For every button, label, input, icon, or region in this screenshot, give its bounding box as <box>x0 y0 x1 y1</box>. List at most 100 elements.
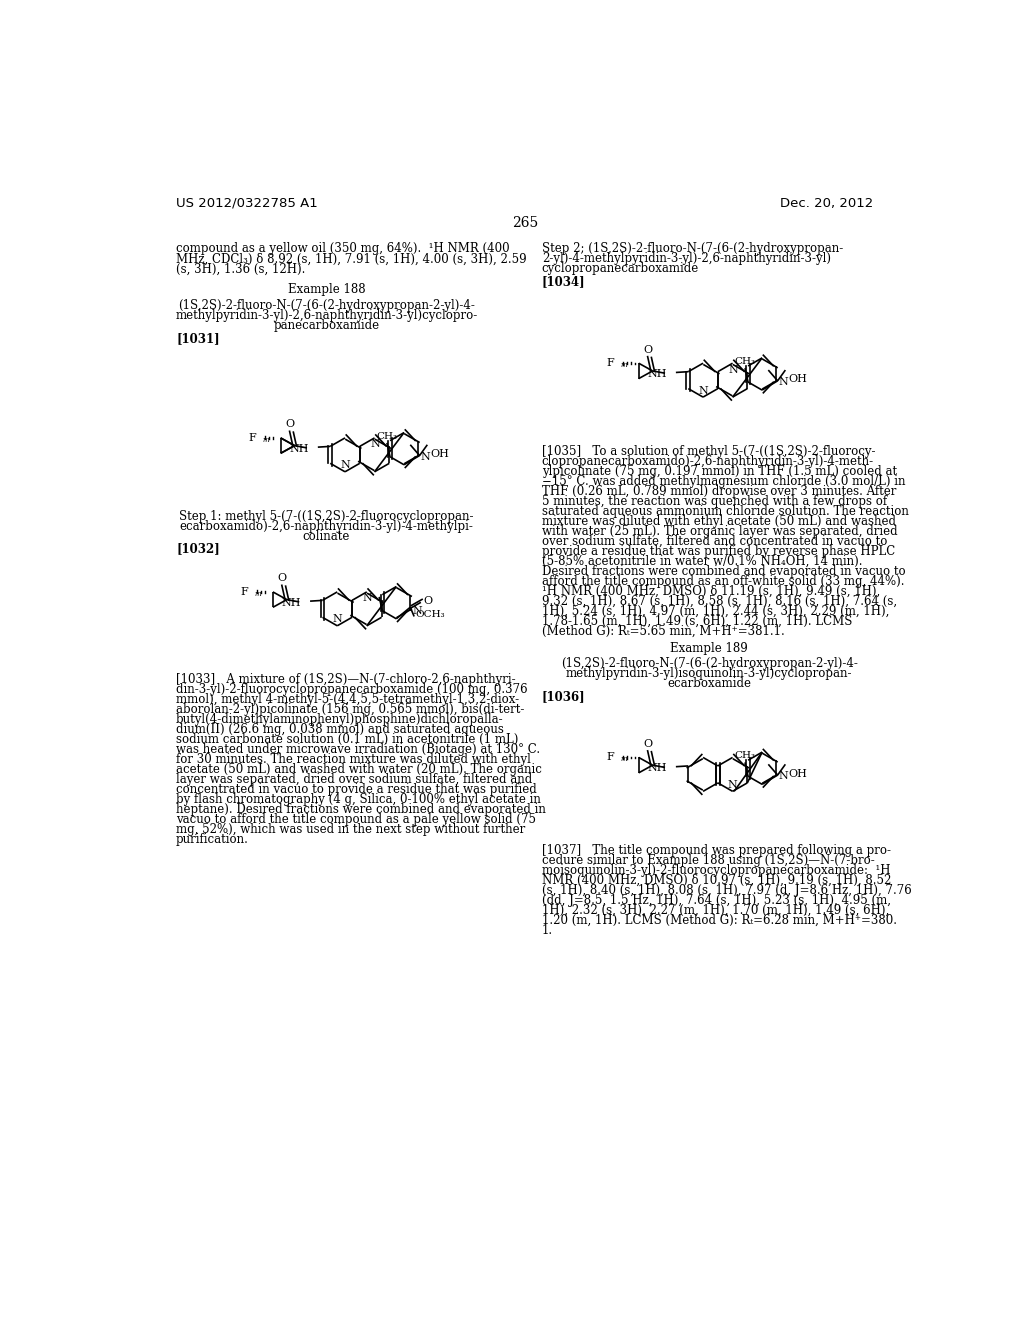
Text: Example 188: Example 188 <box>288 284 366 296</box>
Text: O: O <box>643 345 652 355</box>
Text: cedure similar to Example 188 using (1S,2S)—N-(7-bro-: cedure similar to Example 188 using (1S,… <box>542 854 874 867</box>
Text: OH: OH <box>430 449 450 459</box>
Text: [1033]   A mixture of (1S,2S)—N-(7-chloro-2,6-naphthyri-: [1033] A mixture of (1S,2S)—N-(7-chloro-… <box>176 673 516 686</box>
Text: 1H), 2.32 (s, 3H), 2.27 (m, 1H), 1.70 (m, 1H), 1.49 (s, 6H),: 1H), 2.32 (s, 3H), 2.27 (m, 1H), 1.70 (m… <box>542 904 889 917</box>
Text: concentrated in vacuo to provide a residue that was purified: concentrated in vacuo to provide a resid… <box>176 783 537 796</box>
Text: sodium carbonate solution (0.1 mL) in acetonitrile (1 mL): sodium carbonate solution (0.1 mL) in ac… <box>176 733 518 746</box>
Text: O: O <box>643 739 652 748</box>
Text: saturated aqueous ammonium chloride solution. The reaction: saturated aqueous ammonium chloride solu… <box>542 506 908 517</box>
Text: Step 2; (1S,2S)-2-fluoro-N-(7-(6-(2-hydroxypropan-: Step 2; (1S,2S)-2-fluoro-N-(7-(6-(2-hydr… <box>542 242 843 255</box>
Text: (1S,2S)-2-fluoro-N-(7-(6-(2-hydroxypropan-2-yl)-4-: (1S,2S)-2-fluoro-N-(7-(6-(2-hydroxypropa… <box>178 300 475 313</box>
Text: panecarboxamide: panecarboxamide <box>273 319 380 333</box>
Text: O: O <box>278 573 287 583</box>
Text: ¹H NMR (400 MHz, DMSO) δ 11.19 (s, 1H), 9.49 (s, 1H),: ¹H NMR (400 MHz, DMSO) δ 11.19 (s, 1H), … <box>542 585 880 598</box>
Text: mg, 52%), which was used in the next step without further: mg, 52%), which was used in the next ste… <box>176 822 525 836</box>
Text: ecarboxamide: ecarboxamide <box>668 677 752 690</box>
Text: THF (0.26 mL, 0.789 mmol) dropwise over 3 minutes. After: THF (0.26 mL, 0.789 mmol) dropwise over … <box>542 484 896 498</box>
Text: N: N <box>340 461 350 470</box>
Text: vacuo to afford the title compound as a pale yellow solid (75: vacuo to afford the title compound as a … <box>176 813 536 826</box>
Text: N: N <box>698 385 708 396</box>
Text: 1.20 (m, 1H). LCMS (Method G): Rₜ=6.28 min, M+H⁺=380.: 1.20 (m, 1H). LCMS (Method G): Rₜ=6.28 m… <box>542 913 897 927</box>
Text: for 30 minutes. The reaction mixture was diluted with ethyl: for 30 minutes. The reaction mixture was… <box>176 752 530 766</box>
Text: F: F <box>606 358 613 368</box>
Text: CH₃: CH₃ <box>734 356 756 366</box>
Text: N: N <box>421 451 430 462</box>
Text: OH: OH <box>788 375 807 384</box>
Text: 1.: 1. <box>542 924 553 937</box>
Text: afford the title compound as an off-white solid (33 mg, 44%).: afford the title compound as an off-whit… <box>542 576 904 587</box>
Text: 9.32 (s, 1H), 8.67 (s, 1H), 8.58 (s, 1H), 8.16 (s, 1H), 7.64 (s,: 9.32 (s, 1H), 8.67 (s, 1H), 8.58 (s, 1H)… <box>542 595 897 609</box>
Text: aborolan-2-yl)picolinate (156 mg, 0.565 mmol), bis(di-tert-: aborolan-2-yl)picolinate (156 mg, 0.565 … <box>176 702 524 715</box>
Text: butyl(4-dimethylaminophenyl)phosphine)dichloropalla-: butyl(4-dimethylaminophenyl)phosphine)di… <box>176 713 504 726</box>
Text: mmol), methyl 4-methyl-5-(4,4,5,5-tetramethyl-1,3,2-diox-: mmol), methyl 4-methyl-5-(4,4,5,5-tetram… <box>176 693 519 706</box>
Text: dium(II) (26.6 mg, 0.038 mmol) and saturated aqueous: dium(II) (26.6 mg, 0.038 mmol) and satur… <box>176 723 504 735</box>
Text: (Method G): Rₜ=5.65 min, M+H⁺=381.1.: (Method G): Rₜ=5.65 min, M+H⁺=381.1. <box>542 626 784 638</box>
Text: purification.: purification. <box>176 833 249 846</box>
Text: NH: NH <box>647 370 667 379</box>
Text: F: F <box>248 433 256 444</box>
Text: Example 189: Example 189 <box>671 642 749 655</box>
Text: [1036]: [1036] <box>542 689 586 702</box>
Text: cyclopropanecarboxamide: cyclopropanecarboxamide <box>542 261 699 275</box>
Text: heptane). Desired fractions were combined and evaporated in: heptane). Desired fractions were combine… <box>176 803 546 816</box>
Text: (1S,2S)-2-fluoro-N-(7-(6-(2-hydroxypropan-2-yl)-4-: (1S,2S)-2-fluoro-N-(7-(6-(2-hydroxypropa… <box>561 657 858 671</box>
Text: N: N <box>728 364 738 375</box>
Text: 2-yl)-4-methylpyridin-3-yl)-2,6-naphthyridin-3-yl): 2-yl)-4-methylpyridin-3-yl)-2,6-naphthyr… <box>542 252 830 264</box>
Text: m: m <box>621 755 627 763</box>
Text: N: N <box>371 440 380 449</box>
Text: methylpyridin-3-yl)-2,6-naphthyridin-3-yl)cyclopro-: methylpyridin-3-yl)-2,6-naphthyridin-3-y… <box>175 309 477 322</box>
Text: 5 minutes, the reaction was quenched with a few drops of: 5 minutes, the reaction was quenched wit… <box>542 495 887 508</box>
Text: N: N <box>362 594 373 603</box>
Text: over sodium sulfate, filtered and concentrated in vacuo to: over sodium sulfate, filtered and concen… <box>542 535 887 548</box>
Text: N: N <box>778 378 788 387</box>
Text: [1034]: [1034] <box>542 276 586 289</box>
Text: methylpyridin-3-yl)isoquinolin-3-yl)cyclopropan-: methylpyridin-3-yl)isoquinolin-3-yl)cycl… <box>566 668 853 680</box>
Text: 1.78-1.65 (m, 1H), 1.49 (s, 6H), 1.22 (m, 1H). LCMS: 1.78-1.65 (m, 1H), 1.49 (s, 6H), 1.22 (m… <box>542 615 852 628</box>
Text: [1032]: [1032] <box>176 543 220 554</box>
Text: mixture was diluted with ethyl acetate (50 mL) and washed: mixture was diluted with ethyl acetate (… <box>542 515 896 528</box>
Text: m: m <box>262 436 268 444</box>
Text: Step 1: methyl 5-(7-((1S,2S)-2-fluorocyclopropan-: Step 1: methyl 5-(7-((1S,2S)-2-fluorocyc… <box>179 510 474 523</box>
Text: (s, 3H), 1.36 (s, 12H).: (s, 3H), 1.36 (s, 12H). <box>176 263 305 276</box>
Text: ylpicolinate (75 mg, 0.197 mmol) in THF (1.5 mL) cooled at: ylpicolinate (75 mg, 0.197 mmol) in THF … <box>542 465 897 478</box>
Text: OCH₃: OCH₃ <box>416 610 445 619</box>
Text: CH₃: CH₃ <box>734 751 756 760</box>
Text: compound as a yellow oil (350 mg, 64%).  ¹H NMR (400: compound as a yellow oil (350 mg, 64%). … <box>176 242 510 255</box>
Text: din-3-yl)-2-fluorocyclopropanecarboxamide (100 mg, 0.376: din-3-yl)-2-fluorocyclopropanecarboxamid… <box>176 682 527 696</box>
Text: MHz, CDCl₃) δ 8.92 (s, 1H), 7.91 (s, 1H), 4.00 (s, 3H), 2.59: MHz, CDCl₃) δ 8.92 (s, 1H), 7.91 (s, 1H)… <box>176 252 526 265</box>
Text: [1037]   The title compound was prepared following a pro-: [1037] The title compound was prepared f… <box>542 843 891 857</box>
Text: provide a residue that was purified by reverse phase HPLC: provide a residue that was purified by r… <box>542 545 895 558</box>
Text: F: F <box>241 587 248 597</box>
Text: US 2012/0322785 A1: US 2012/0322785 A1 <box>176 197 317 210</box>
Text: (5-85% acetonitrile in water w/0.1% NH₄OH, 14 min).: (5-85% acetonitrile in water w/0.1% NH₄O… <box>542 554 862 568</box>
Text: NH: NH <box>282 598 301 607</box>
Text: N: N <box>778 771 788 781</box>
Text: (dd, J=8.5, 1.5 Hz, 1H), 7.64 (s, 1H), 5.23 (s, 1H), 4.95 (m,: (dd, J=8.5, 1.5 Hz, 1H), 7.64 (s, 1H), 5… <box>542 894 891 907</box>
Text: O: O <box>286 420 295 429</box>
Text: N: N <box>413 606 423 615</box>
Text: N: N <box>728 780 737 789</box>
Text: Desired fractions were combined and evaporated in vacuo to: Desired fractions were combined and evap… <box>542 565 905 578</box>
Text: 1H), 5.24 (s, 1H), 4.97 (m, 1H), 2.44 (s, 3H), 2.29 (m, 1H),: 1H), 5.24 (s, 1H), 4.97 (m, 1H), 2.44 (s… <box>542 605 889 618</box>
Text: by flash chromatography (4 g, Silica, 0-100% ethyl acetate in: by flash chromatography (4 g, Silica, 0-… <box>176 793 541 807</box>
Text: [1031]: [1031] <box>176 333 220 346</box>
Text: clopropanecarboxamido)-2,6-naphthyridin-3-yl)-4-meth-: clopropanecarboxamido)-2,6-naphthyridin-… <box>542 455 873 467</box>
Text: CH₃: CH₃ <box>377 432 397 441</box>
Text: O: O <box>424 597 432 606</box>
Text: F: F <box>606 752 613 763</box>
Text: NH: NH <box>647 763 667 774</box>
Text: m: m <box>621 360 627 368</box>
Text: NMR (400 MHz, DMSO) δ 10.97 (s, 1H), 9.19 (s, 1H), 8.52: NMR (400 MHz, DMSO) δ 10.97 (s, 1H), 9.1… <box>542 874 891 887</box>
Text: Dec. 20, 2012: Dec. 20, 2012 <box>780 197 873 210</box>
Text: OH: OH <box>788 768 807 779</box>
Text: ecarboxamido)-2,6-naphthyridin-3-yl)-4-methylpi-: ecarboxamido)-2,6-naphthyridin-3-yl)-4-m… <box>179 520 473 532</box>
Text: [1035]   To a solution of methyl 5-(7-((1S,2S)-2-fluorocy-: [1035] To a solution of methyl 5-(7-((1S… <box>542 445 876 458</box>
Text: acetate (50 mL) and washed with water (20 mL). The organic: acetate (50 mL) and washed with water (2… <box>176 763 542 776</box>
Text: was heated under microwave irradiation (Biotage) at 130° C.: was heated under microwave irradiation (… <box>176 743 541 756</box>
Text: N: N <box>333 614 342 624</box>
Text: m: m <box>254 590 261 598</box>
Text: with water (25 mL). The organic layer was separated, dried: with water (25 mL). The organic layer wa… <box>542 525 897 539</box>
Text: layer was separated, dried over sodium sulfate, filtered and: layer was separated, dried over sodium s… <box>176 774 532 785</box>
Text: moisoquinolin-3-yl)-2-fluorocyclopropanecarboxamide:  ¹H: moisoquinolin-3-yl)-2-fluorocyclopropane… <box>542 863 890 876</box>
Text: colinate: colinate <box>303 529 350 543</box>
